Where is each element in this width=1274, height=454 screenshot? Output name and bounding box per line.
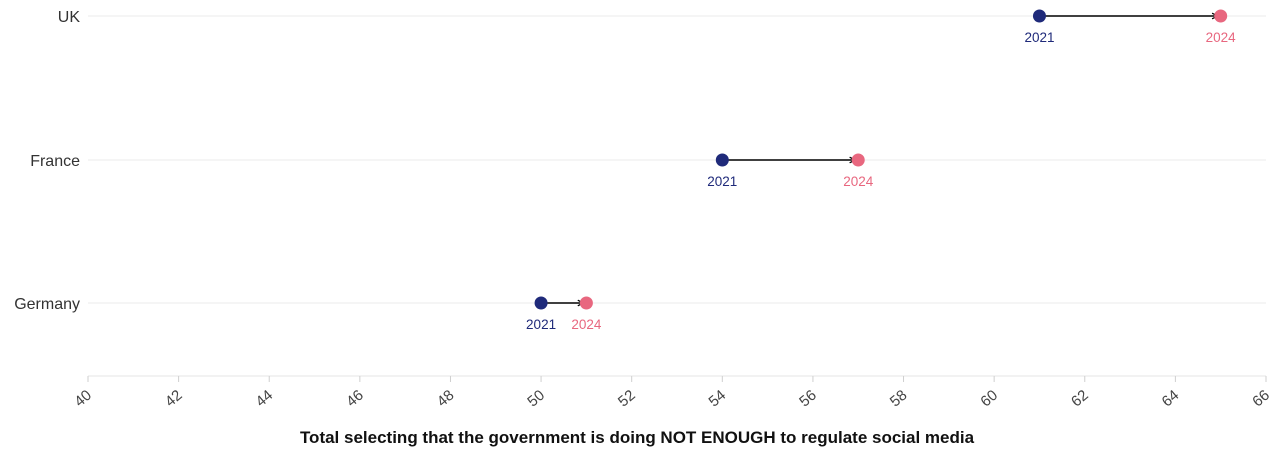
x-tick-label-66: 66 xyxy=(1249,387,1273,411)
point-label-2021-france: 2021 xyxy=(707,174,737,189)
x-tick-label-58: 58 xyxy=(887,387,911,411)
point-2024-uk xyxy=(1214,9,1228,23)
x-tick-label-52: 52 xyxy=(615,387,639,411)
x-tick-label-56: 56 xyxy=(796,387,820,411)
point-2021-uk xyxy=(1032,9,1046,23)
point-2024-france xyxy=(851,153,865,167)
point-label-2021-germany: 2021 xyxy=(526,317,556,332)
x-tick-label-44: 44 xyxy=(252,387,276,411)
x-tick-label-46: 46 xyxy=(343,387,367,411)
x-tick-label-64: 64 xyxy=(1159,387,1183,411)
x-tick-label-62: 62 xyxy=(1068,387,1092,411)
point-label-2021-uk: 2021 xyxy=(1024,30,1054,45)
category-label-uk: UK xyxy=(58,9,81,26)
x-tick-label-40: 40 xyxy=(71,387,95,411)
category-label-france: France xyxy=(30,153,80,170)
x-axis-title: Total selecting that the government is d… xyxy=(299,428,975,447)
x-tick-label-48: 48 xyxy=(434,387,458,411)
point-label-2024-uk: 2024 xyxy=(1206,30,1237,45)
point-2024-germany xyxy=(579,296,593,310)
x-tick-label-54: 54 xyxy=(706,387,730,411)
point-2021-france xyxy=(715,153,729,167)
category-label-germany: Germany xyxy=(14,296,80,313)
x-tick-label-42: 42 xyxy=(162,387,186,411)
point-2021-germany xyxy=(534,296,548,310)
point-label-2024-germany: 2024 xyxy=(571,317,602,332)
point-label-2024-france: 2024 xyxy=(843,174,874,189)
x-tick-label-60: 60 xyxy=(977,387,1001,411)
x-tick-label-50: 50 xyxy=(524,387,548,411)
